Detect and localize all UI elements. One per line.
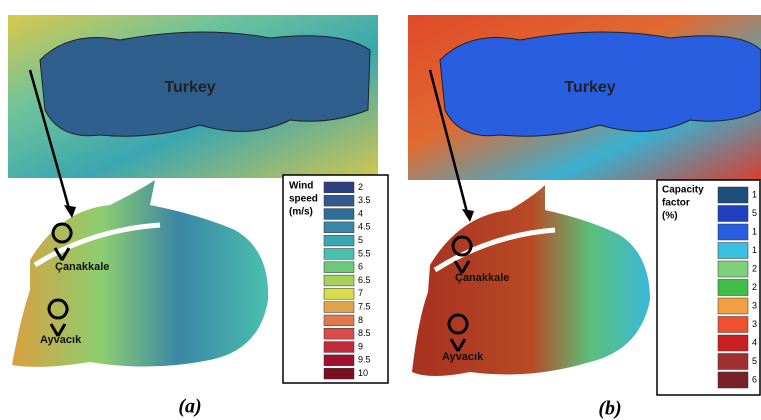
- legend-swatch: [324, 288, 354, 299]
- legend-swatch: [718, 317, 748, 333]
- legend-label: 3: [752, 319, 757, 329]
- legend-swatch: [718, 280, 748, 296]
- legend-label: 6: [752, 374, 757, 384]
- legend-label: 7.5: [358, 301, 371, 311]
- legend-title: Wind: [289, 181, 313, 192]
- legend-label: 2: [358, 182, 363, 192]
- legend-label: 10: [358, 368, 368, 378]
- legend-label: 8.5: [358, 328, 371, 338]
- legend-swatch: [718, 354, 748, 370]
- legend-title: Capacity: [662, 185, 704, 196]
- place-label: Ayvacık: [442, 351, 484, 363]
- legend-label: 5.5: [358, 248, 371, 258]
- legend-label: 7: [358, 288, 363, 298]
- legend-swatch: [324, 342, 354, 353]
- legend-label: 6: [358, 262, 363, 272]
- legend-swatch: [324, 302, 354, 313]
- legend-swatch: [324, 262, 354, 273]
- legend-swatch: [324, 209, 354, 220]
- legend-label: 1: [752, 189, 757, 199]
- place-label: Çanakkale: [55, 261, 109, 273]
- legend-label: 2: [752, 282, 757, 292]
- country-label: Turkey: [164, 79, 215, 96]
- legend-label: 5: [752, 208, 757, 218]
- legend-swatch: [324, 315, 354, 326]
- legend-swatch: [324, 235, 354, 246]
- legend-title: factor: [662, 198, 690, 209]
- legend-swatch: [718, 206, 748, 222]
- legend-swatch: [718, 224, 748, 240]
- legend-label: 1: [752, 245, 757, 255]
- country-label: Turkey: [564, 79, 615, 96]
- legend-label: 5: [752, 356, 757, 366]
- legend-label: 5: [358, 235, 363, 245]
- legend-swatch: [324, 275, 354, 286]
- figure: Turkey Çanakkale Ayvacık (a) Turkey Çana…: [0, 0, 761, 420]
- legend-swatch: [324, 249, 354, 260]
- legend-label: 4: [358, 208, 363, 218]
- legend-label: 6.5: [358, 275, 371, 285]
- legend-swatch: [324, 222, 354, 233]
- place-label: Ayvacık: [40, 334, 82, 346]
- legend-swatch: [718, 298, 748, 314]
- legend-title: (%): [662, 211, 678, 222]
- legend-title: speed: [289, 194, 318, 205]
- legend-swatch: [324, 195, 354, 206]
- arrowhead: [462, 209, 474, 222]
- legend-swatch: [718, 261, 748, 277]
- caption: (a): [178, 396, 201, 418]
- legend-swatch: [324, 328, 354, 339]
- region-map: [412, 185, 650, 376]
- legend-title: (m/s): [289, 207, 313, 218]
- legend-swatch: [718, 187, 748, 203]
- legend-label: 2: [752, 263, 757, 273]
- caption: (b): [598, 398, 621, 420]
- legend-swatch: [718, 372, 748, 388]
- legend-swatch: [324, 182, 354, 193]
- legend-label: 4.5: [358, 222, 371, 232]
- legend-label: 4: [752, 337, 757, 347]
- legend-swatch: [718, 335, 748, 351]
- legend-label: 9.5: [358, 355, 371, 365]
- legend-label: 1: [752, 226, 757, 236]
- place-label: Çanakkale: [455, 272, 509, 284]
- legend-swatch: [324, 355, 354, 366]
- legend-label: 9: [358, 341, 363, 351]
- page: {"panels": [ {"label": "(a)", "map_label…: [0, 0, 761, 420]
- legend-swatch: [324, 368, 354, 379]
- legend-swatch: [718, 243, 748, 259]
- legend-label: 3.5: [358, 195, 371, 205]
- legend-label: 8: [358, 315, 363, 325]
- legend-label: 3: [752, 300, 757, 310]
